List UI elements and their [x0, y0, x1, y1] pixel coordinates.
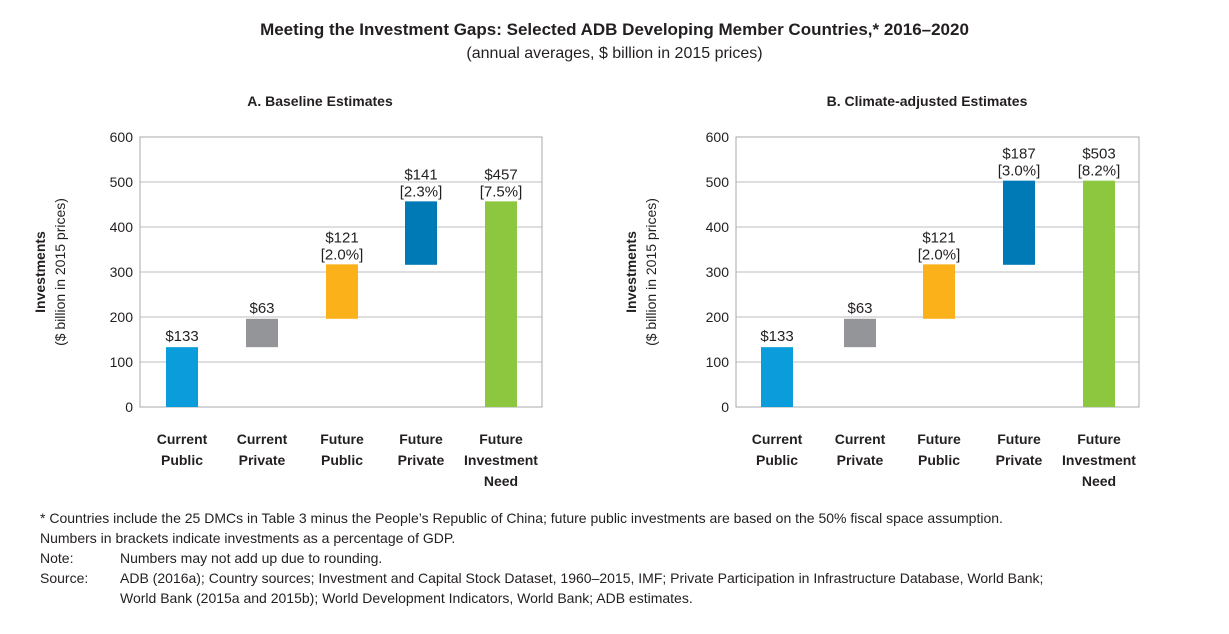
- bar-value-label: $503: [1082, 146, 1115, 163]
- bar: [1003, 180, 1035, 265]
- bar: [923, 264, 955, 319]
- bar: [246, 318, 278, 348]
- y-tick-label: 600: [706, 129, 730, 145]
- y-tick-label: 0: [125, 399, 133, 415]
- x-category-label: Future: [1077, 431, 1121, 447]
- bar-percent-label: [3.0%]: [998, 163, 1041, 180]
- y-axis-label-units: ($ billion in 2015 prices): [52, 198, 68, 346]
- y-tick-label: 200: [110, 309, 134, 325]
- bar-percent-label: [2.0%]: [321, 246, 364, 263]
- y-tick-label: 600: [110, 129, 134, 145]
- bar-value-label: $133: [165, 328, 198, 345]
- x-category-label: Private: [239, 452, 286, 468]
- footnotes: * Countries include the 25 DMCs in Table…: [40, 508, 1220, 608]
- y-tick-label: 300: [110, 264, 134, 280]
- bar-value-label: $141: [404, 166, 437, 183]
- plot-frame: [735, 136, 1140, 408]
- x-category-label: Private: [837, 452, 884, 468]
- x-category-label: Future: [997, 431, 1041, 447]
- note-text: Numbers may not add up due to rounding.: [120, 550, 383, 566]
- source-text-line-1: ADB (2016a); Country sources; Investment…: [120, 570, 1044, 586]
- bar-percent-label: [2.3%]: [400, 183, 443, 200]
- x-category-label: Current: [835, 431, 886, 447]
- x-category-label: Investment: [1062, 452, 1136, 468]
- y-tick-label: 100: [110, 354, 134, 370]
- y-tick-label: 100: [706, 354, 730, 370]
- bar-percent-label: [2.0%]: [918, 246, 961, 263]
- bar: [761, 347, 793, 407]
- x-category-label: Future: [917, 431, 961, 447]
- bar: [1083, 180, 1115, 407]
- x-category-label: Public: [161, 452, 203, 468]
- footnote-brackets: Numbers in brackets indicate investments…: [40, 530, 456, 546]
- bar: [485, 201, 517, 407]
- x-category-label: Current: [157, 431, 208, 447]
- x-category-label: Future: [479, 431, 523, 447]
- footnote-asterisk: * Countries include the 25 DMCs in Table…: [40, 510, 1003, 526]
- bar-value-label: $187: [1002, 146, 1035, 163]
- footnote-note: Note: Numbers may not add up due to roun…: [40, 548, 1220, 568]
- note-label: Note:: [40, 550, 74, 566]
- panel-title: A. Baseline Estimates: [247, 93, 393, 109]
- x-category-label: Private: [398, 452, 445, 468]
- plot-frame: [139, 136, 543, 408]
- bar-percent-label: [7.5%]: [480, 183, 523, 200]
- bar-value-label: $63: [249, 300, 274, 317]
- x-category-label: Public: [756, 452, 798, 468]
- y-tick-label: 300: [706, 264, 730, 280]
- x-category-label: Need: [1082, 473, 1116, 489]
- x-category-label: Future: [320, 431, 364, 447]
- y-axis-label: Investments: [623, 231, 639, 313]
- source-label: Source:: [40, 570, 89, 586]
- y-tick-label: 400: [110, 219, 134, 235]
- bar: [326, 264, 358, 319]
- bar-value-label: $133: [760, 328, 793, 345]
- x-category-label: Investment: [464, 452, 538, 468]
- y-tick-label: 500: [110, 174, 134, 190]
- y-axis-label: Investments: [32, 231, 48, 313]
- footnote-source: Source: ADB (2016a); Country sources; In…: [40, 568, 1220, 608]
- source-text: ADB (2016a); Country sources; Investment…: [120, 568, 1220, 608]
- bar-value-label: $121: [325, 229, 358, 246]
- x-category-label: Private: [996, 452, 1043, 468]
- bar-value-label: $457: [484, 166, 517, 183]
- x-category-label: Future: [399, 431, 443, 447]
- figure-subtitle: (annual averages, $ billion in 2015 pric…: [466, 45, 763, 62]
- chart-baseline: A. Baseline Estimates 0 100 200 300 400 500 600…: [32, 93, 543, 489]
- figure-title: Meeting the Investment Gaps: Selected AD…: [260, 20, 969, 39]
- bar: [166, 347, 198, 407]
- y-tick-label: 400: [706, 219, 730, 235]
- bar-value-label: $121: [922, 229, 955, 246]
- x-category-label: Current: [752, 431, 803, 447]
- y-tick-label: 500: [706, 174, 730, 190]
- x-category-label: Current: [237, 431, 288, 447]
- bar-value-label: $63: [847, 300, 872, 317]
- y-axis-label-units: ($ billion in 2015 prices): [643, 198, 659, 346]
- y-tick-label: 200: [706, 309, 730, 325]
- source-text-line-2: World Bank (2015a and 2015b); World Deve…: [120, 590, 693, 606]
- x-category-label: Need: [484, 473, 518, 489]
- y-tick-label: 0: [721, 399, 729, 415]
- bar: [405, 201, 437, 265]
- x-category-label: Public: [918, 452, 960, 468]
- panel-title: B. Climate-adjusted Estimates: [827, 93, 1028, 109]
- chart-climate-adjusted: B. Climate-adjusted Estimates 0 100 200 300 4…: [623, 93, 1140, 489]
- bar-percent-label: [8.2%]: [1078, 163, 1121, 180]
- x-category-label: Public: [321, 452, 363, 468]
- bar: [844, 318, 876, 348]
